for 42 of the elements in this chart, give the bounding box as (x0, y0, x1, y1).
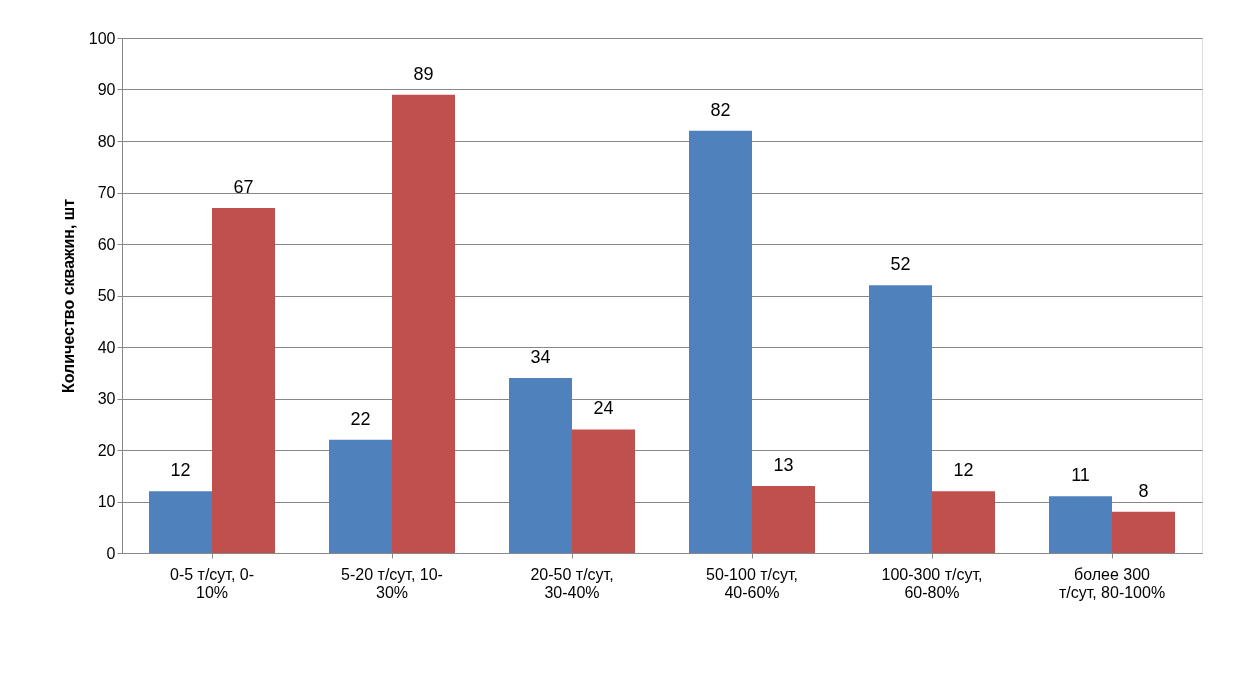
y-tick-label: 40 (97, 338, 116, 356)
y-axis-title: Количество скважин, шт (59, 198, 77, 394)
bar (1049, 496, 1112, 553)
bar (1112, 511, 1175, 553)
data-label: 24 (593, 398, 614, 419)
x-tick-label: 50-100 т/сут, 40-60% (705, 565, 799, 601)
x-tick-label: 0-5 т/сут, 0- 10% (169, 565, 255, 601)
bar (329, 439, 392, 553)
bar (932, 491, 995, 553)
bar (572, 429, 635, 553)
data-label: 89 (413, 63, 434, 84)
y-tick-label: 30 (97, 390, 116, 407)
data-label: 13 (773, 455, 794, 476)
bar (149, 491, 212, 553)
y-tick-label: 80 (97, 132, 116, 150)
x-tick-label: 100-300 т/сут, 60-80% (881, 565, 983, 601)
x-tick-label: 5-20 т/сут, 10- 30% (341, 565, 443, 601)
bar (212, 207, 275, 553)
y-tick-label: 70 (97, 184, 116, 201)
bar (689, 130, 752, 553)
bar (392, 94, 455, 553)
bar (752, 486, 815, 553)
bar (509, 377, 572, 553)
x-tick-label: 20-50 т/сут, 30-40% (530, 565, 614, 601)
bar (869, 285, 932, 553)
data-label: 22 (350, 408, 371, 429)
data-label: 82 (710, 99, 731, 120)
y-tick-label: 50 (97, 287, 116, 304)
y-tick-label: 0 (106, 544, 116, 562)
data-label: 67 (233, 176, 254, 197)
data-label: 8 (1138, 480, 1149, 501)
data-label: 12 (170, 460, 191, 481)
y-tick-label: 60 (97, 235, 116, 253)
data-label: 12 (953, 460, 974, 481)
x-tick-label: более 300 т/сут, 80-100% (1058, 565, 1166, 601)
y-tick-label: 90 (97, 81, 116, 98)
y-tick-label: 20 (97, 441, 116, 459)
data-label: 52 (890, 254, 911, 275)
y-tick-label: 100 (88, 29, 116, 47)
data-label: 11 (1071, 465, 1090, 486)
y-tick-label: 10 (97, 493, 116, 510)
data-label: 34 (530, 346, 551, 367)
